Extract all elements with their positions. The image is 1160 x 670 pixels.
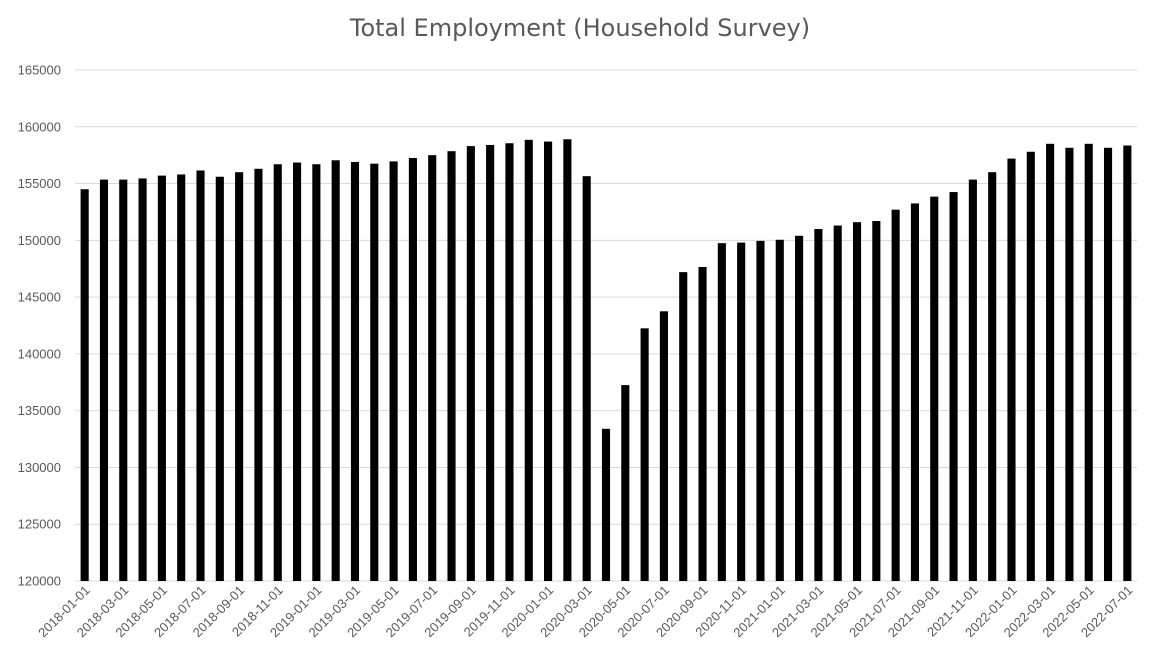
- y-tick-label: 140000: [18, 346, 61, 361]
- bar: [582, 176, 591, 581]
- bar: [968, 179, 977, 581]
- y-tick-label: 165000: [18, 63, 61, 78]
- bar: [717, 243, 726, 581]
- bar: [910, 203, 920, 581]
- bar: [621, 385, 630, 581]
- bar: [447, 151, 456, 582]
- bar: [659, 311, 668, 581]
- bars: [80, 139, 1132, 582]
- bar: [814, 228, 823, 581]
- y-tick-label: 125000: [18, 517, 61, 532]
- y-tick-label: 130000: [18, 460, 61, 475]
- bar: [1084, 143, 1093, 582]
- bar: [196, 170, 205, 581]
- bar: [1046, 143, 1055, 582]
- bar: [524, 139, 533, 581]
- bar: [331, 160, 340, 581]
- bar: [833, 225, 842, 581]
- bar: [138, 178, 147, 581]
- bar: [80, 189, 89, 581]
- bar: [177, 174, 186, 581]
- bar: [988, 172, 997, 581]
- bar: [466, 146, 475, 582]
- bar: [1103, 147, 1113, 581]
- y-tick-label: 145000: [18, 290, 61, 305]
- bar: [756, 240, 765, 581]
- bar: [949, 192, 958, 582]
- bar: [852, 222, 862, 582]
- y-axis-ticks: 120000 125000 130000 135000 140000 145000 1500…: [18, 63, 61, 589]
- y-tick-label: 160000: [18, 119, 61, 134]
- bar: [428, 155, 437, 581]
- bar: [408, 158, 417, 581]
- bar: [795, 235, 804, 581]
- bar: [292, 162, 302, 581]
- y-tick-label: 155000: [18, 176, 61, 191]
- bar: [640, 328, 649, 581]
- x-axis-ticks: 2018-01-012018-03-012018-05-012018-07-01…: [35, 583, 1135, 641]
- bar: [1007, 158, 1016, 581]
- bar: [99, 179, 109, 581]
- bar: [698, 267, 707, 581]
- bar: [544, 141, 553, 582]
- chart-title: Total Employment (Household Survey): [349, 14, 811, 42]
- bar: [370, 163, 379, 581]
- bar: [1026, 151, 1035, 581]
- bar: [1123, 145, 1132, 581]
- y-tick-label: 135000: [18, 403, 61, 418]
- bar: [215, 176, 224, 581]
- bar: [273, 164, 282, 582]
- y-tick-label: 150000: [18, 233, 61, 248]
- bar: [235, 172, 244, 581]
- bar: [350, 161, 360, 582]
- bar: [563, 139, 572, 581]
- bar: [486, 144, 495, 582]
- bar: [119, 179, 128, 581]
- bar: [312, 164, 321, 582]
- bar: [254, 168, 263, 581]
- bar: [775, 239, 784, 581]
- bar: [872, 221, 881, 582]
- bar: [1065, 147, 1074, 581]
- bar: [389, 161, 398, 581]
- bar: [601, 428, 611, 581]
- bar: [679, 272, 688, 581]
- bar: [505, 143, 514, 581]
- y-tick-label: 120000: [18, 574, 61, 589]
- bar: [930, 196, 939, 581]
- bar: [157, 175, 166, 581]
- bar: [737, 242, 746, 582]
- bar: [891, 209, 900, 581]
